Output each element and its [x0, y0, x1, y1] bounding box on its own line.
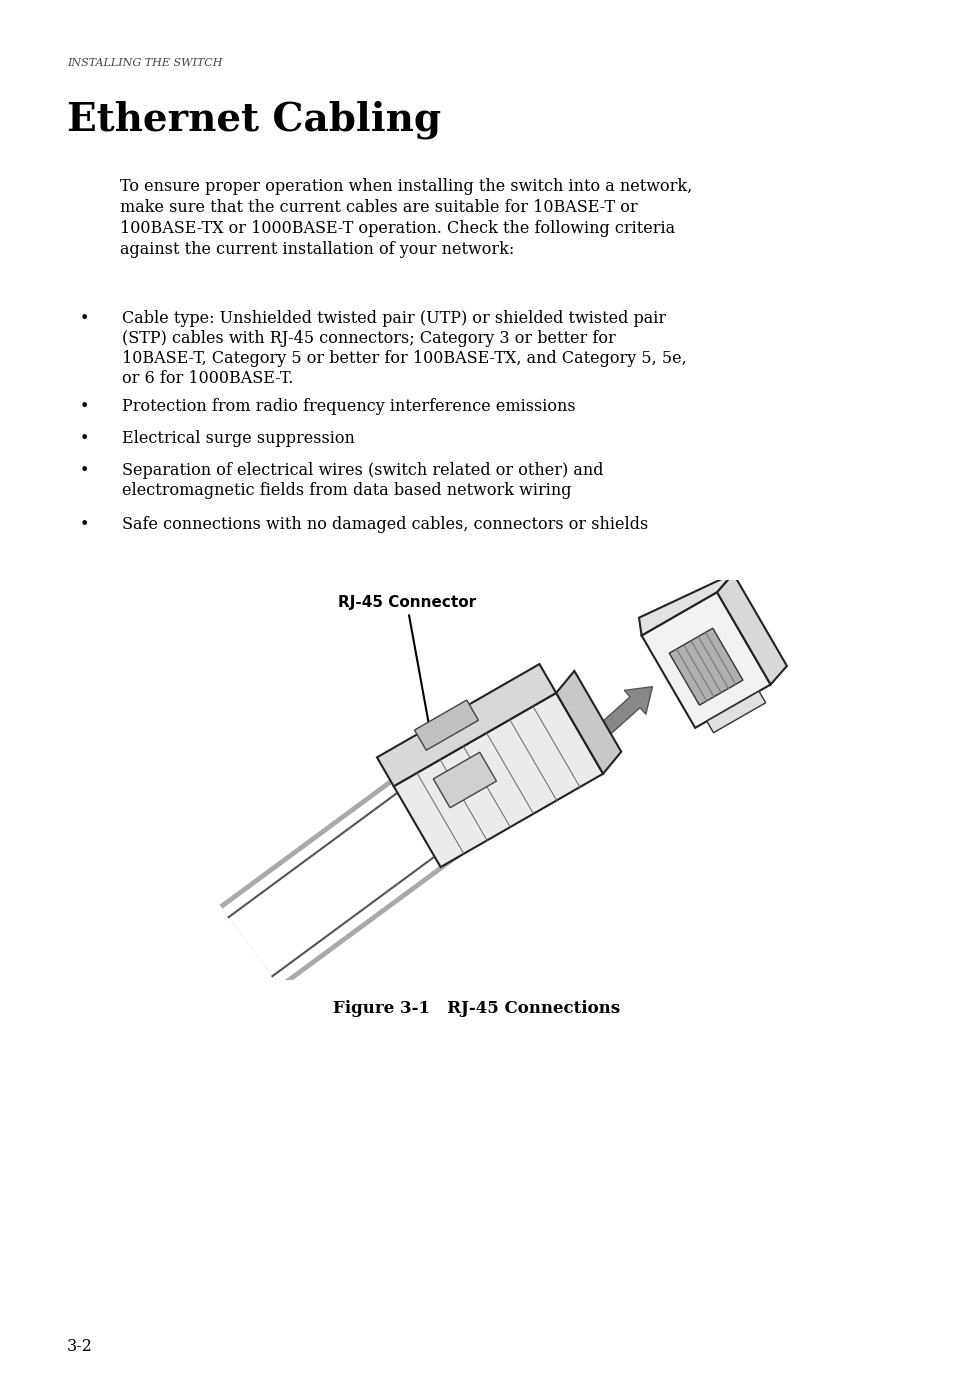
Text: electromagnetic fields from data based network wiring: electromagnetic fields from data based n…	[122, 482, 571, 500]
Text: Ethernet Cabling: Ethernet Cabling	[67, 100, 440, 139]
Text: INSTALLING THE SWITCH: INSTALLING THE SWITCH	[67, 58, 222, 68]
Polygon shape	[414, 700, 478, 751]
Text: Cable type: Unshielded twisted pair (UTP) or shielded twisted pair: Cable type: Unshielded twisted pair (UTP…	[122, 310, 665, 328]
Polygon shape	[639, 573, 733, 636]
Text: Protection from radio frequency interference emissions: Protection from radio frequency interfer…	[122, 398, 575, 415]
Text: •: •	[80, 462, 90, 479]
Text: 100BASE-TX or 1000BASE-T operation. Check the following criteria: 100BASE-TX or 1000BASE-T operation. Chec…	[120, 221, 675, 237]
Text: RJ-45 Connector: RJ-45 Connector	[337, 594, 476, 806]
Text: 10BASE-T, Category 5 or better for 100BASE-TX, and Category 5, 5e,: 10BASE-T, Category 5 or better for 100BA…	[122, 350, 686, 366]
Polygon shape	[376, 663, 556, 786]
FancyArrow shape	[580, 687, 652, 752]
Text: •: •	[80, 310, 90, 328]
Text: make sure that the current cables are suitable for 10BASE-T or: make sure that the current cables are su…	[120, 198, 637, 217]
Text: Safe connections with no damaged cables, connectors or shields: Safe connections with no damaged cables,…	[122, 516, 648, 533]
Text: Separation of electrical wires (switch related or other) and: Separation of electrical wires (switch r…	[122, 462, 603, 479]
Text: Figure 3-1   RJ-45 Connections: Figure 3-1 RJ-45 Connections	[334, 999, 619, 1017]
Text: •: •	[80, 398, 90, 415]
Polygon shape	[433, 752, 496, 808]
Polygon shape	[641, 593, 770, 727]
Text: (STP) cables with RJ-45 connectors; Category 3 or better for: (STP) cables with RJ-45 connectors; Cate…	[122, 330, 615, 347]
Text: against the current installation of your network:: against the current installation of your…	[120, 242, 514, 258]
Text: To ensure proper operation when installing the switch into a network,: To ensure proper operation when installi…	[120, 178, 692, 194]
Polygon shape	[556, 670, 620, 773]
Polygon shape	[717, 573, 786, 684]
Text: 3-2: 3-2	[67, 1338, 92, 1355]
Polygon shape	[706, 691, 765, 733]
Text: Electrical surge suppression: Electrical surge suppression	[122, 430, 355, 447]
Polygon shape	[669, 629, 742, 705]
Text: or 6 for 1000BASE-T.: or 6 for 1000BASE-T.	[122, 371, 294, 387]
Text: •: •	[80, 516, 90, 533]
Polygon shape	[394, 693, 602, 868]
Text: •: •	[80, 430, 90, 447]
